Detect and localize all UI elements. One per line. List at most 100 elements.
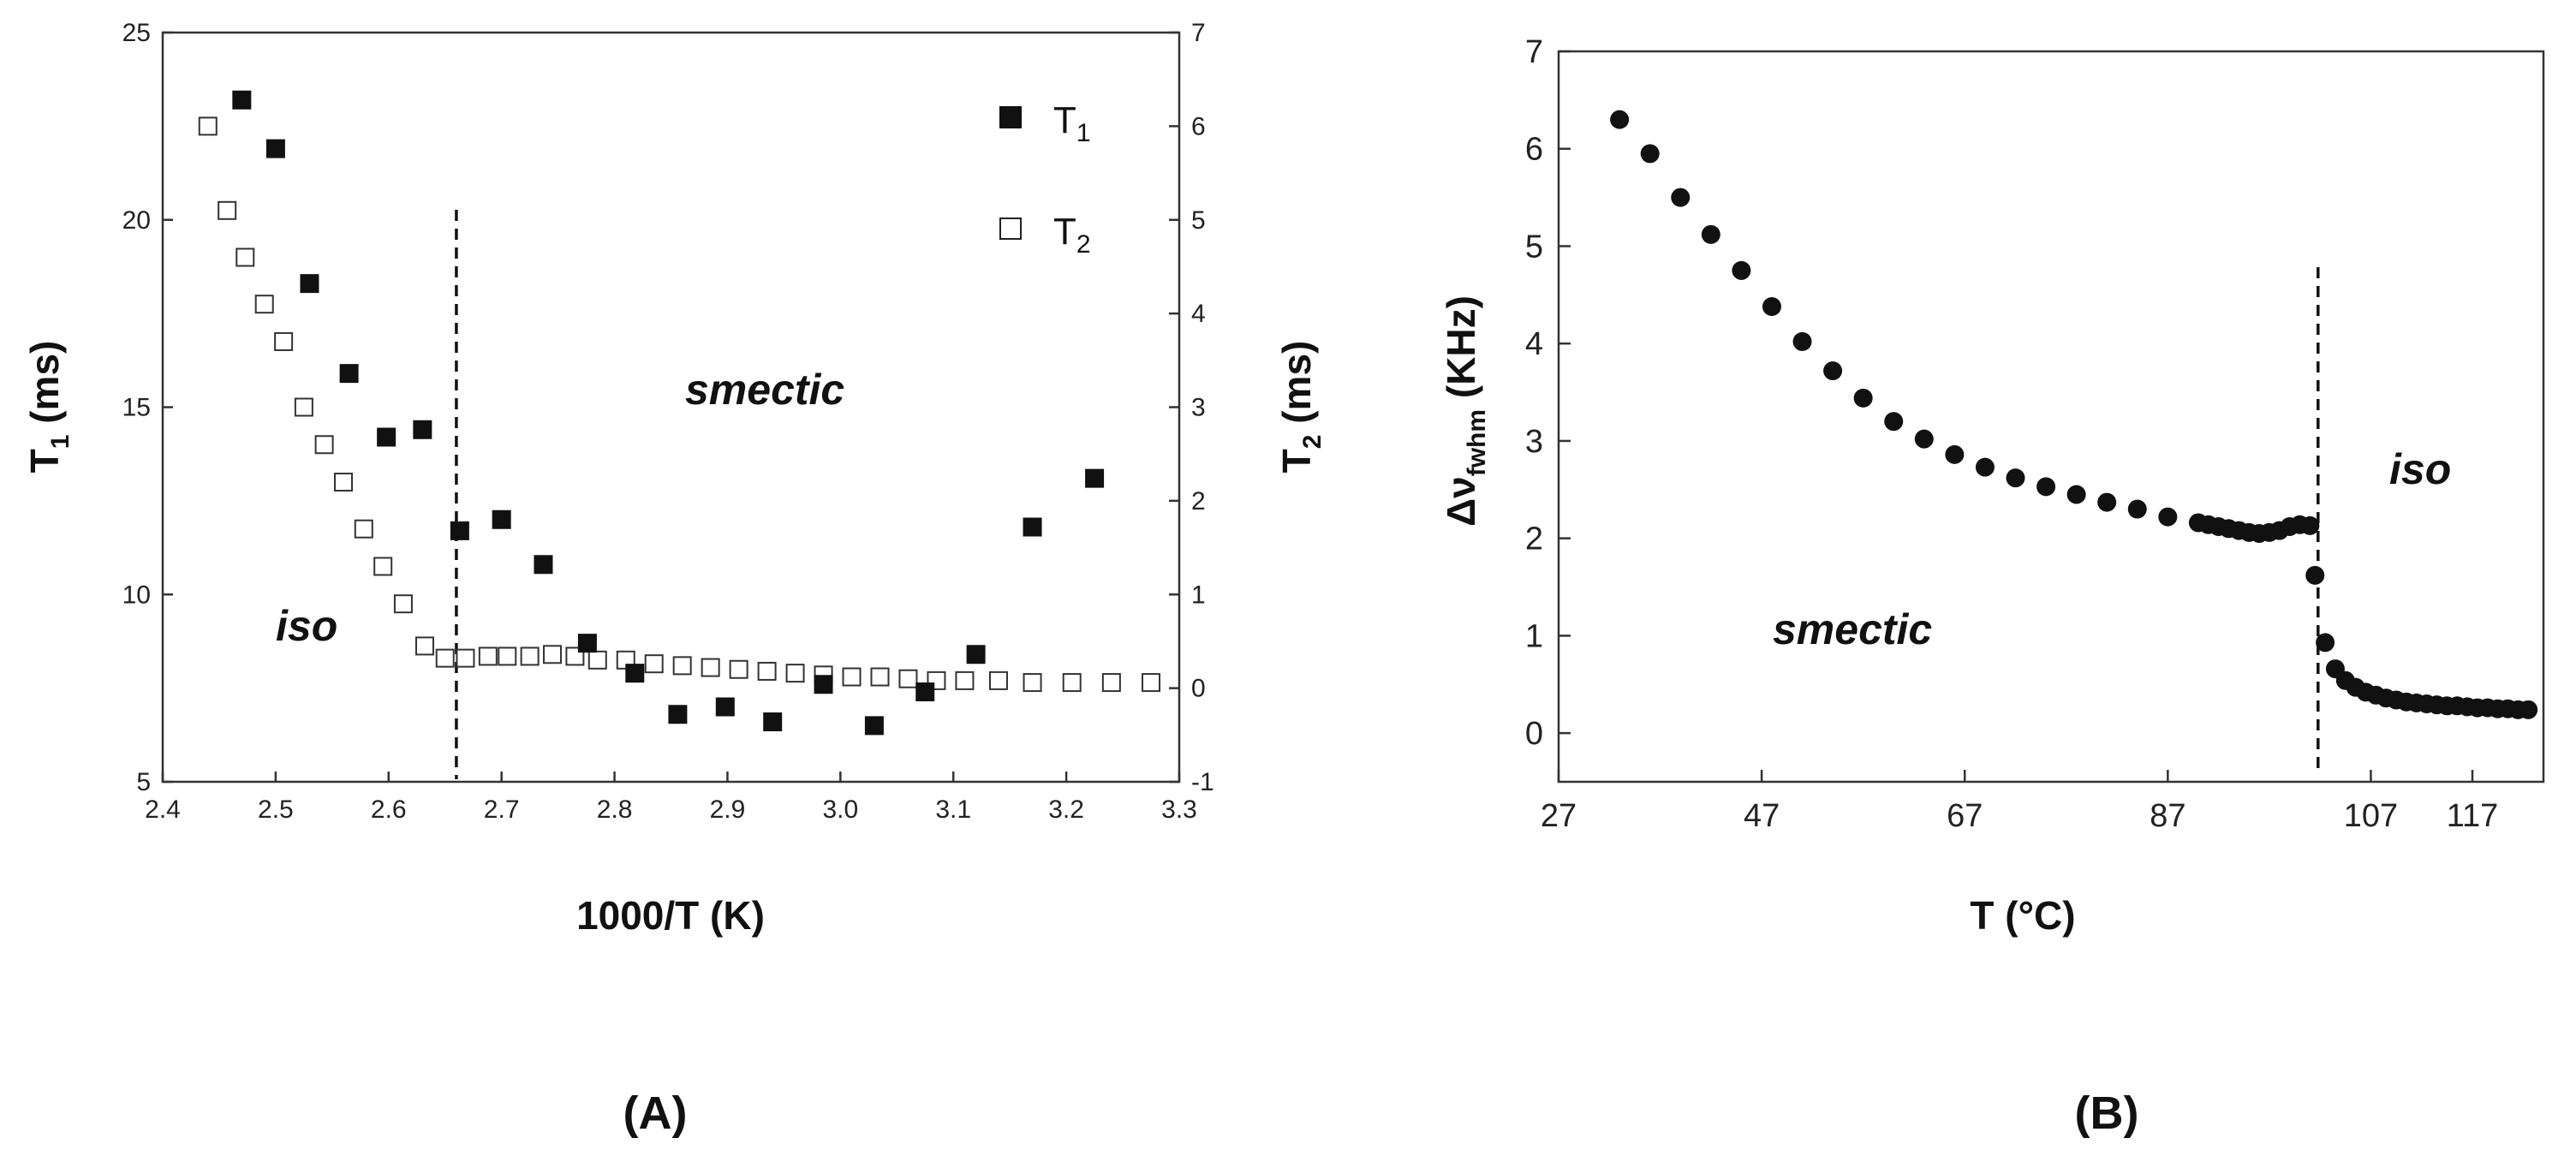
y-right-tick-label: 2	[1191, 487, 1206, 515]
linewidth-point	[1671, 188, 1690, 207]
y-axis-label-b: Δνfwhm (KHz)	[1439, 295, 1491, 527]
x-tick-label: 107	[2344, 798, 2398, 834]
t2-point	[543, 645, 563, 664]
x-tick-label: 2.8	[597, 796, 633, 824]
t2-point	[587, 650, 607, 670]
x-tick-label: 3.3	[1161, 796, 1197, 824]
annotation-iso-b: iso	[2389, 445, 2451, 493]
y-tick-label: 5	[1525, 229, 1543, 265]
x-tick-label: 2.7	[484, 796, 520, 824]
x-axis-label-b: T (°C)	[1970, 893, 2075, 938]
linewidth-point	[2127, 499, 2147, 519]
ticks-a: 2.4 2.5 2.6 2.7 2.8 2.9 3.0 3.1 3.2 3.3510152025-…	[122, 19, 1214, 824]
t2-point	[898, 669, 918, 688]
linewidth-point	[1975, 457, 1995, 477]
x-tick-label: 117	[2447, 798, 2499, 834]
t2-point	[1142, 673, 1161, 693]
t1-point	[814, 675, 833, 694]
t2-point	[314, 435, 334, 455]
t2-point	[785, 664, 805, 683]
t2-point	[393, 594, 413, 614]
legend-marker-t2	[999, 218, 1022, 240]
x-tick-label: 87	[2150, 798, 2185, 834]
linewidth-point	[2316, 633, 2335, 653]
linewidth-point	[1792, 331, 1812, 351]
x-tick-label: 3.1	[935, 796, 971, 824]
t2-point	[478, 647, 498, 666]
y-tick-label: 4	[1525, 326, 1543, 362]
t2-point	[729, 659, 748, 679]
t2-point	[498, 647, 517, 666]
y-tick-label: 2	[1525, 521, 1543, 557]
y-left-tick-label: 15	[122, 394, 151, 422]
y-right-tick-label: 1	[1191, 581, 1206, 609]
plot-frame-b	[1557, 50, 2545, 784]
t2-point	[218, 200, 237, 220]
t2-point	[1101, 673, 1121, 693]
y-axis-label-right: T2 (ms)	[1274, 341, 1327, 474]
t2-point	[236, 247, 255, 267]
t2-point	[294, 397, 313, 417]
t2-point	[988, 670, 1008, 690]
linewidth-point	[2158, 507, 2178, 527]
y-tick-label: 7	[1525, 34, 1543, 70]
linewidth-point	[2300, 515, 2320, 535]
linewidth-point	[2036, 477, 2056, 497]
t1-point	[339, 364, 359, 384]
x-tick-label: 27	[1541, 798, 1577, 834]
annotation-smectic-a: smectic	[685, 366, 844, 414]
t1-point	[763, 712, 783, 731]
x-axis-label-a: 1000/T (K)	[576, 893, 765, 938]
t1-point	[413, 420, 432, 439]
t2-point	[414, 636, 434, 656]
t1-point	[715, 697, 735, 717]
y-tick-label: 6	[1525, 132, 1543, 168]
x-tick-label: 47	[1744, 798, 1780, 834]
x-tick-label: 3.0	[822, 796, 858, 824]
linewidth-point	[1823, 361, 1843, 381]
y-tick-label: 0	[1525, 716, 1543, 752]
t2-point	[354, 519, 373, 539]
t2-point	[435, 648, 455, 668]
linewidth-point	[2097, 492, 2117, 512]
x-tick-label: 67	[1947, 798, 1983, 834]
t1-point	[577, 634, 597, 653]
y-axis-label-left: T1 (ms)	[22, 341, 75, 474]
t2-point	[701, 658, 720, 677]
t2-point	[373, 557, 393, 576]
t1-point	[377, 427, 397, 447]
linewidth-point	[1610, 110, 1630, 129]
x-tick-label: 3.2	[1048, 796, 1084, 824]
y-right-tick-label: 5	[1191, 206, 1206, 235]
y-tick-label: 3	[1525, 424, 1543, 460]
linewidth-point	[1640, 144, 1660, 164]
t2-point	[1023, 673, 1042, 693]
data-points-a	[198, 90, 1161, 736]
t1-point	[492, 509, 511, 529]
legend-label-t2: T2	[1053, 211, 1091, 259]
t2-point	[842, 667, 862, 687]
t1-point	[625, 664, 645, 683]
t1-point	[915, 682, 935, 701]
linewidth-point	[1762, 296, 1781, 316]
linewidth-point	[1701, 224, 1720, 244]
t1-point	[966, 645, 986, 664]
t1-point	[864, 716, 884, 736]
y-right-tick-label: 6	[1191, 112, 1206, 140]
y-tick-label: 1	[1525, 618, 1543, 654]
t2-point	[955, 670, 975, 690]
t1-point	[668, 705, 688, 724]
x-tick-label: 2.5	[258, 796, 294, 824]
linewidth-point	[2519, 700, 2538, 719]
y-left-tick-label: 5	[136, 768, 151, 796]
linewidth-point	[2006, 468, 2025, 488]
y-right-tick-label: 7	[1191, 19, 1206, 47]
x-tick-label: 2.9	[710, 796, 746, 824]
t2-point	[520, 647, 540, 666]
chart-a: 2.4 2.5 2.6 2.7 2.8 2.9 3.0 3.1 3.2 3.3510152025-…	[22, 19, 1327, 1139]
y-right-tick-label: 0	[1191, 675, 1206, 703]
t1-point	[265, 139, 285, 158]
